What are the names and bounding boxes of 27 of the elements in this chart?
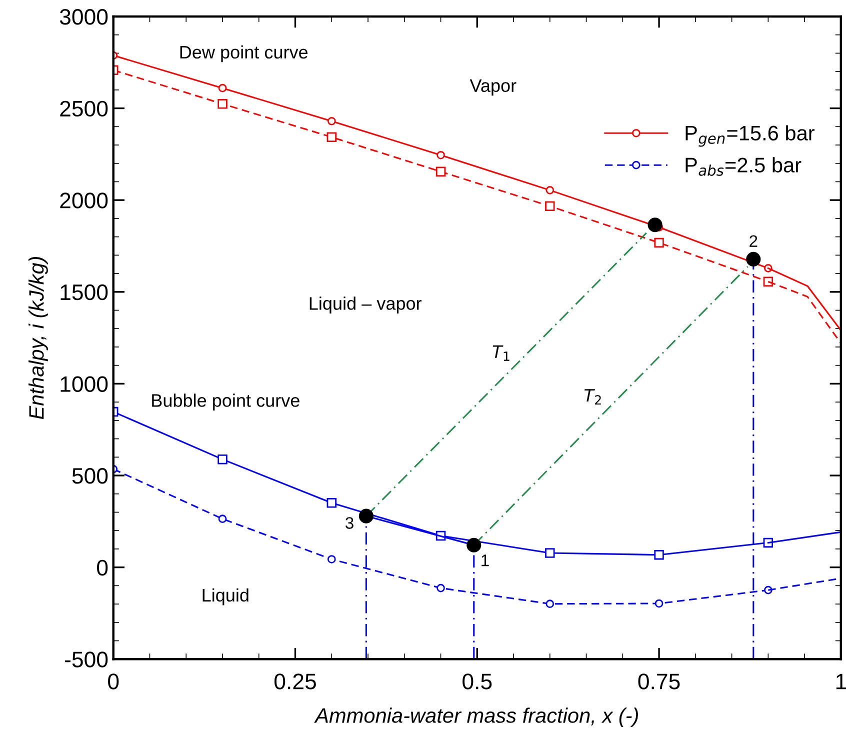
x-tick-label: 0 bbox=[108, 674, 119, 690]
y-tick-label: 500 bbox=[72, 468, 108, 484]
x-tick-label: 1 bbox=[836, 674, 846, 690]
annotation: Liquid bbox=[202, 588, 248, 606]
x-tick-label: 0.75 bbox=[638, 674, 680, 690]
annotation: T$_{2}$ bbox=[584, 389, 601, 405]
legend-label: P$_{abs}$=2.5 bar bbox=[686, 157, 802, 176]
annotation: Bubble point curve bbox=[152, 394, 300, 410]
annotation: 1 bbox=[482, 554, 489, 566]
y-tick-label: 2000 bbox=[60, 192, 108, 208]
x-tick-label: 0.5 bbox=[462, 674, 492, 690]
y-tick-label: 1500 bbox=[60, 284, 108, 300]
annotation: 3 bbox=[346, 517, 354, 529]
annotation: Dew point curve bbox=[180, 45, 308, 62]
y-axis-title: Enthalpy, i (kJ/kg) bbox=[28, 257, 48, 420]
x-axis-title: Ammonia-water mass fraction, x (-) bbox=[314, 708, 638, 728]
y-tick-label: 0 bbox=[97, 560, 108, 576]
annotation: 2 bbox=[750, 235, 758, 247]
annotation: T$_{1}$ bbox=[492, 345, 510, 361]
y-tick-label: -500 bbox=[65, 652, 108, 668]
annotation: Vapor bbox=[470, 79, 516, 96]
legend-label: P$_{gen}$=15.6 bar bbox=[686, 125, 814, 147]
x-tick-label: 0.25 bbox=[274, 674, 316, 690]
y-tick-label: 2500 bbox=[60, 100, 108, 117]
y-tick-label: 1000 bbox=[60, 376, 108, 392]
y-tick-label: 3000 bbox=[60, 9, 108, 25]
annotation: Liquid – vapor bbox=[310, 296, 422, 314]
